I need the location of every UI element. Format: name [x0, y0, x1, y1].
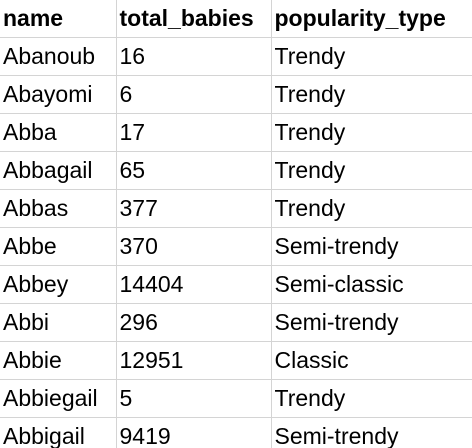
- header-row: name total_babies popularity_type: [0, 0, 472, 39]
- cell-total-babies[interactable]: 14404: [116, 265, 272, 305]
- cell-popularity-type[interactable]: Semi-trendy: [271, 303, 472, 343]
- cell-total-babies[interactable]: 377: [116, 189, 272, 229]
- cell-popularity-type[interactable]: Trendy: [271, 37, 472, 77]
- table-row: Abbigail 9419 Semi-trendy: [0, 417, 472, 448]
- cell-name[interactable]: Abbie: [0, 341, 117, 381]
- cell-total-babies[interactable]: 12951: [116, 341, 272, 381]
- table-row: Abanoub 16 Trendy: [0, 37, 472, 77]
- cell-popularity-type[interactable]: Trendy: [271, 75, 472, 115]
- cell-total-babies[interactable]: 370: [116, 227, 272, 267]
- cell-name[interactable]: Abbey: [0, 265, 117, 305]
- cell-name[interactable]: Abbiegail: [0, 379, 117, 419]
- cell-name[interactable]: Abbagail: [0, 151, 117, 191]
- cell-name[interactable]: Abbigail: [0, 417, 117, 448]
- cell-name[interactable]: Abbe: [0, 227, 117, 267]
- cell-popularity-type[interactable]: Semi-trendy: [271, 417, 472, 448]
- table-row: Abbas 377 Trendy: [0, 189, 472, 229]
- cell-total-babies[interactable]: 296: [116, 303, 272, 343]
- cell-popularity-type[interactable]: Trendy: [271, 379, 472, 419]
- table-row: Abbiegail 5 Trendy: [0, 379, 472, 419]
- cell-name[interactable]: Abba: [0, 113, 117, 153]
- cell-total-babies[interactable]: 5: [116, 379, 272, 419]
- cell-total-babies[interactable]: 65: [116, 151, 272, 191]
- cell-total-babies[interactable]: 6: [116, 75, 272, 115]
- header-cell-name[interactable]: name: [0, 0, 117, 39]
- cell-total-babies[interactable]: 16: [116, 37, 272, 77]
- table-row: Abbi 296 Semi-trendy: [0, 303, 472, 343]
- cell-popularity-type[interactable]: Trendy: [271, 113, 472, 153]
- cell-total-babies[interactable]: 17: [116, 113, 272, 153]
- table-row: Abayomi 6 Trendy: [0, 75, 472, 115]
- table-row: Abbie 12951 Classic: [0, 341, 472, 381]
- cell-total-babies[interactable]: 9419: [116, 417, 272, 448]
- cell-name[interactable]: Abayomi: [0, 75, 117, 115]
- cell-popularity-type[interactable]: Semi-trendy: [271, 227, 472, 267]
- cell-name[interactable]: Abanoub: [0, 37, 117, 77]
- table-row: Abba 17 Trendy: [0, 113, 472, 153]
- table-row: Abbagail 65 Trendy: [0, 151, 472, 191]
- table-row: Abbey 14404 Semi-classic: [0, 265, 472, 305]
- cell-name[interactable]: Abbi: [0, 303, 117, 343]
- header-cell-popularity-type[interactable]: popularity_type: [271, 0, 472, 39]
- cell-popularity-type[interactable]: Semi-classic: [271, 265, 472, 305]
- cell-popularity-type[interactable]: Classic: [271, 341, 472, 381]
- header-cell-total-babies[interactable]: total_babies: [116, 0, 272, 39]
- cell-popularity-type[interactable]: Trendy: [271, 151, 472, 191]
- cell-popularity-type[interactable]: Trendy: [271, 189, 472, 229]
- cell-name[interactable]: Abbas: [0, 189, 117, 229]
- table-row: Abbe 370 Semi-trendy: [0, 227, 472, 267]
